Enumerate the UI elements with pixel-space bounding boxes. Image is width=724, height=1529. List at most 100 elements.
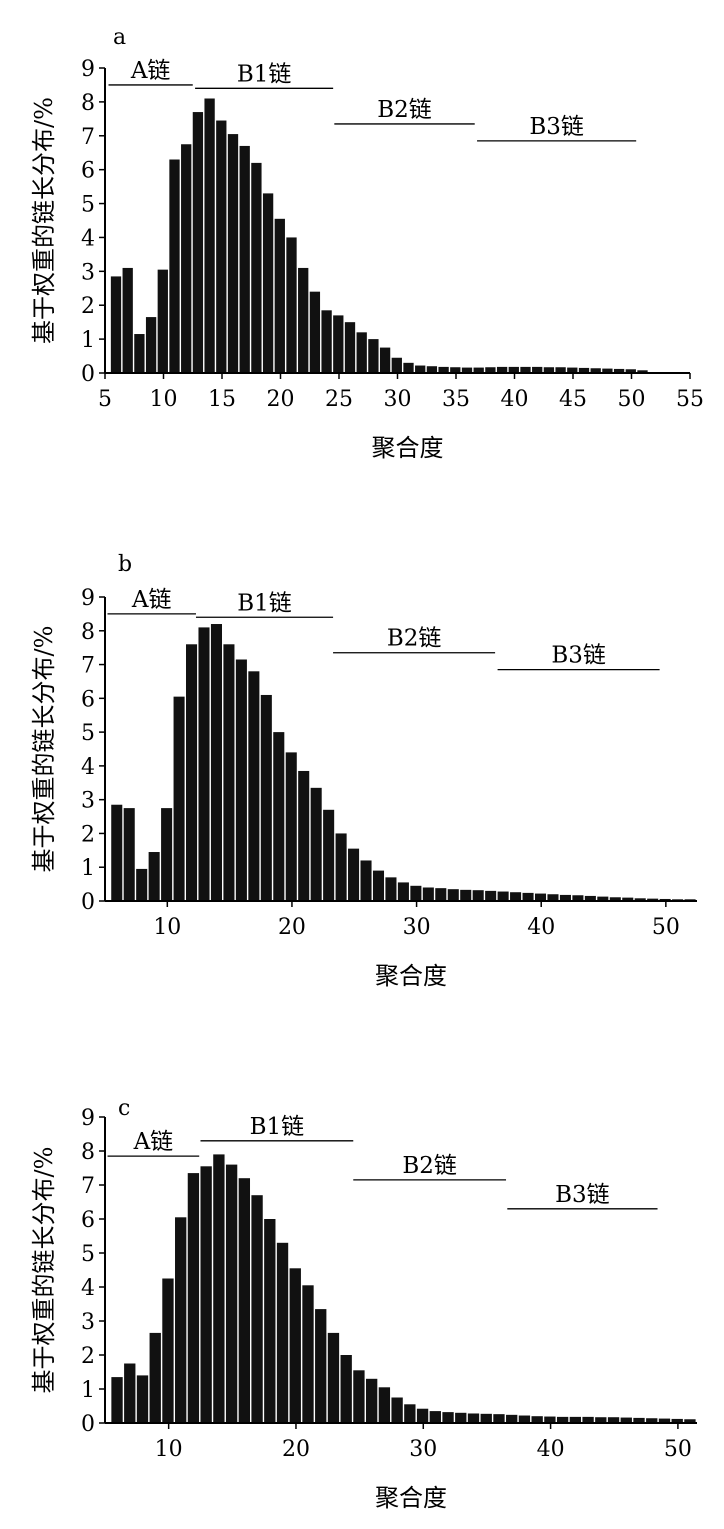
bar: [569, 1416, 582, 1423]
bar: [260, 694, 272, 901]
bar: [620, 1417, 632, 1423]
y-tick-label: 4: [81, 226, 95, 251]
bar: [397, 882, 409, 901]
chain-range-label: B1链: [237, 590, 292, 616]
x-tick-label: 30: [384, 387, 412, 412]
y-tick-label: 3: [81, 1310, 95, 1335]
x-tick-label: 15: [208, 387, 236, 412]
x-tick-label: 30: [403, 915, 431, 940]
x-axis-title: 聚合度: [375, 962, 447, 990]
bar: [162, 1278, 174, 1423]
bar: [157, 269, 168, 373]
bar: [149, 1332, 161, 1423]
bar: [298, 267, 309, 373]
bar: [633, 1417, 645, 1423]
bar: [274, 218, 285, 373]
bar: [391, 1397, 403, 1423]
bar: [216, 120, 227, 373]
y-tick-label: 3: [81, 260, 95, 285]
x-tick-label: 50: [618, 387, 646, 412]
bar: [360, 860, 372, 901]
bar: [248, 671, 260, 901]
bar: [559, 894, 571, 901]
bar: [422, 887, 434, 901]
bar: [289, 1268, 301, 1423]
bar: [609, 897, 621, 901]
bar: [344, 322, 356, 373]
bar: [522, 892, 534, 901]
x-tick-label: 55: [676, 387, 704, 412]
bar: [302, 1285, 314, 1423]
bar: [335, 833, 347, 901]
bar: [595, 1417, 607, 1423]
bar: [520, 366, 531, 373]
bar: [379, 347, 391, 373]
x-tick-label: 40: [527, 915, 555, 940]
bar: [473, 367, 484, 373]
y-tick-label: 2: [81, 822, 95, 847]
bar: [582, 1416, 594, 1423]
chart-panel-c: 0 1 2 3 4 5 6 7 8 9 10 20 30 40 50 聚合度 基于权重的链长分布/% cA链 B1链…: [30, 1096, 697, 1512]
y-tick-label: 5: [81, 1242, 95, 1267]
x-tick-label: 10: [153, 915, 181, 940]
bar: [124, 1363, 136, 1423]
y-tick-label: 2: [81, 1344, 95, 1369]
bar: [391, 357, 402, 373]
bar: [323, 809, 335, 901]
bar: [572, 895, 584, 901]
bar: [556, 1416, 569, 1423]
bar: [365, 1378, 378, 1423]
bar: [340, 1355, 352, 1423]
bar: [161, 808, 173, 901]
bar: [264, 1219, 276, 1423]
bar: [348, 848, 360, 901]
bar: [223, 644, 235, 901]
panel-label: a: [113, 25, 126, 50]
y-tick-label: 6: [81, 1208, 95, 1233]
bar: [136, 868, 148, 901]
bar: [111, 804, 123, 901]
x-tick-label: 5: [98, 387, 112, 412]
bar: [584, 895, 596, 901]
y-axis-title: 基于权重的链长分布/%: [30, 97, 58, 344]
bar: [235, 659, 247, 901]
bar: [353, 1370, 365, 1423]
x-tick-label: 25: [325, 387, 353, 412]
bar: [460, 889, 472, 901]
bar: [567, 367, 578, 373]
bar: [480, 1413, 492, 1423]
bar: [435, 888, 447, 901]
bar: [647, 898, 659, 901]
bar: [227, 134, 239, 373]
chain-range-label: B3链: [529, 114, 584, 140]
y-tick-label: 9: [81, 57, 95, 82]
bar: [534, 893, 547, 901]
bar: [590, 368, 601, 373]
chain-range-label: B3链: [555, 1182, 610, 1208]
y-tick-label: 1: [81, 328, 95, 353]
bar: [485, 367, 496, 373]
bar: [646, 1418, 658, 1423]
bar: [285, 752, 297, 901]
bar: [450, 367, 461, 373]
bar: [597, 896, 609, 901]
bar: [378, 1387, 391, 1423]
bar: [404, 1404, 416, 1423]
bar: [273, 732, 285, 901]
bar: [310, 787, 322, 901]
bar: [506, 1414, 518, 1423]
bar: [543, 367, 555, 373]
x-tick-label: 50: [652, 915, 680, 940]
bar: [416, 1408, 429, 1423]
bar: [429, 1411, 441, 1423]
y-tick-label: 0: [81, 890, 95, 915]
bar: [213, 1154, 225, 1423]
bar: [136, 1375, 149, 1423]
bar: [547, 894, 559, 901]
bar: [438, 366, 449, 373]
bar: [472, 890, 484, 901]
bar: [309, 291, 321, 373]
bar: [426, 366, 438, 373]
chain-range-label: B2链: [387, 626, 442, 652]
